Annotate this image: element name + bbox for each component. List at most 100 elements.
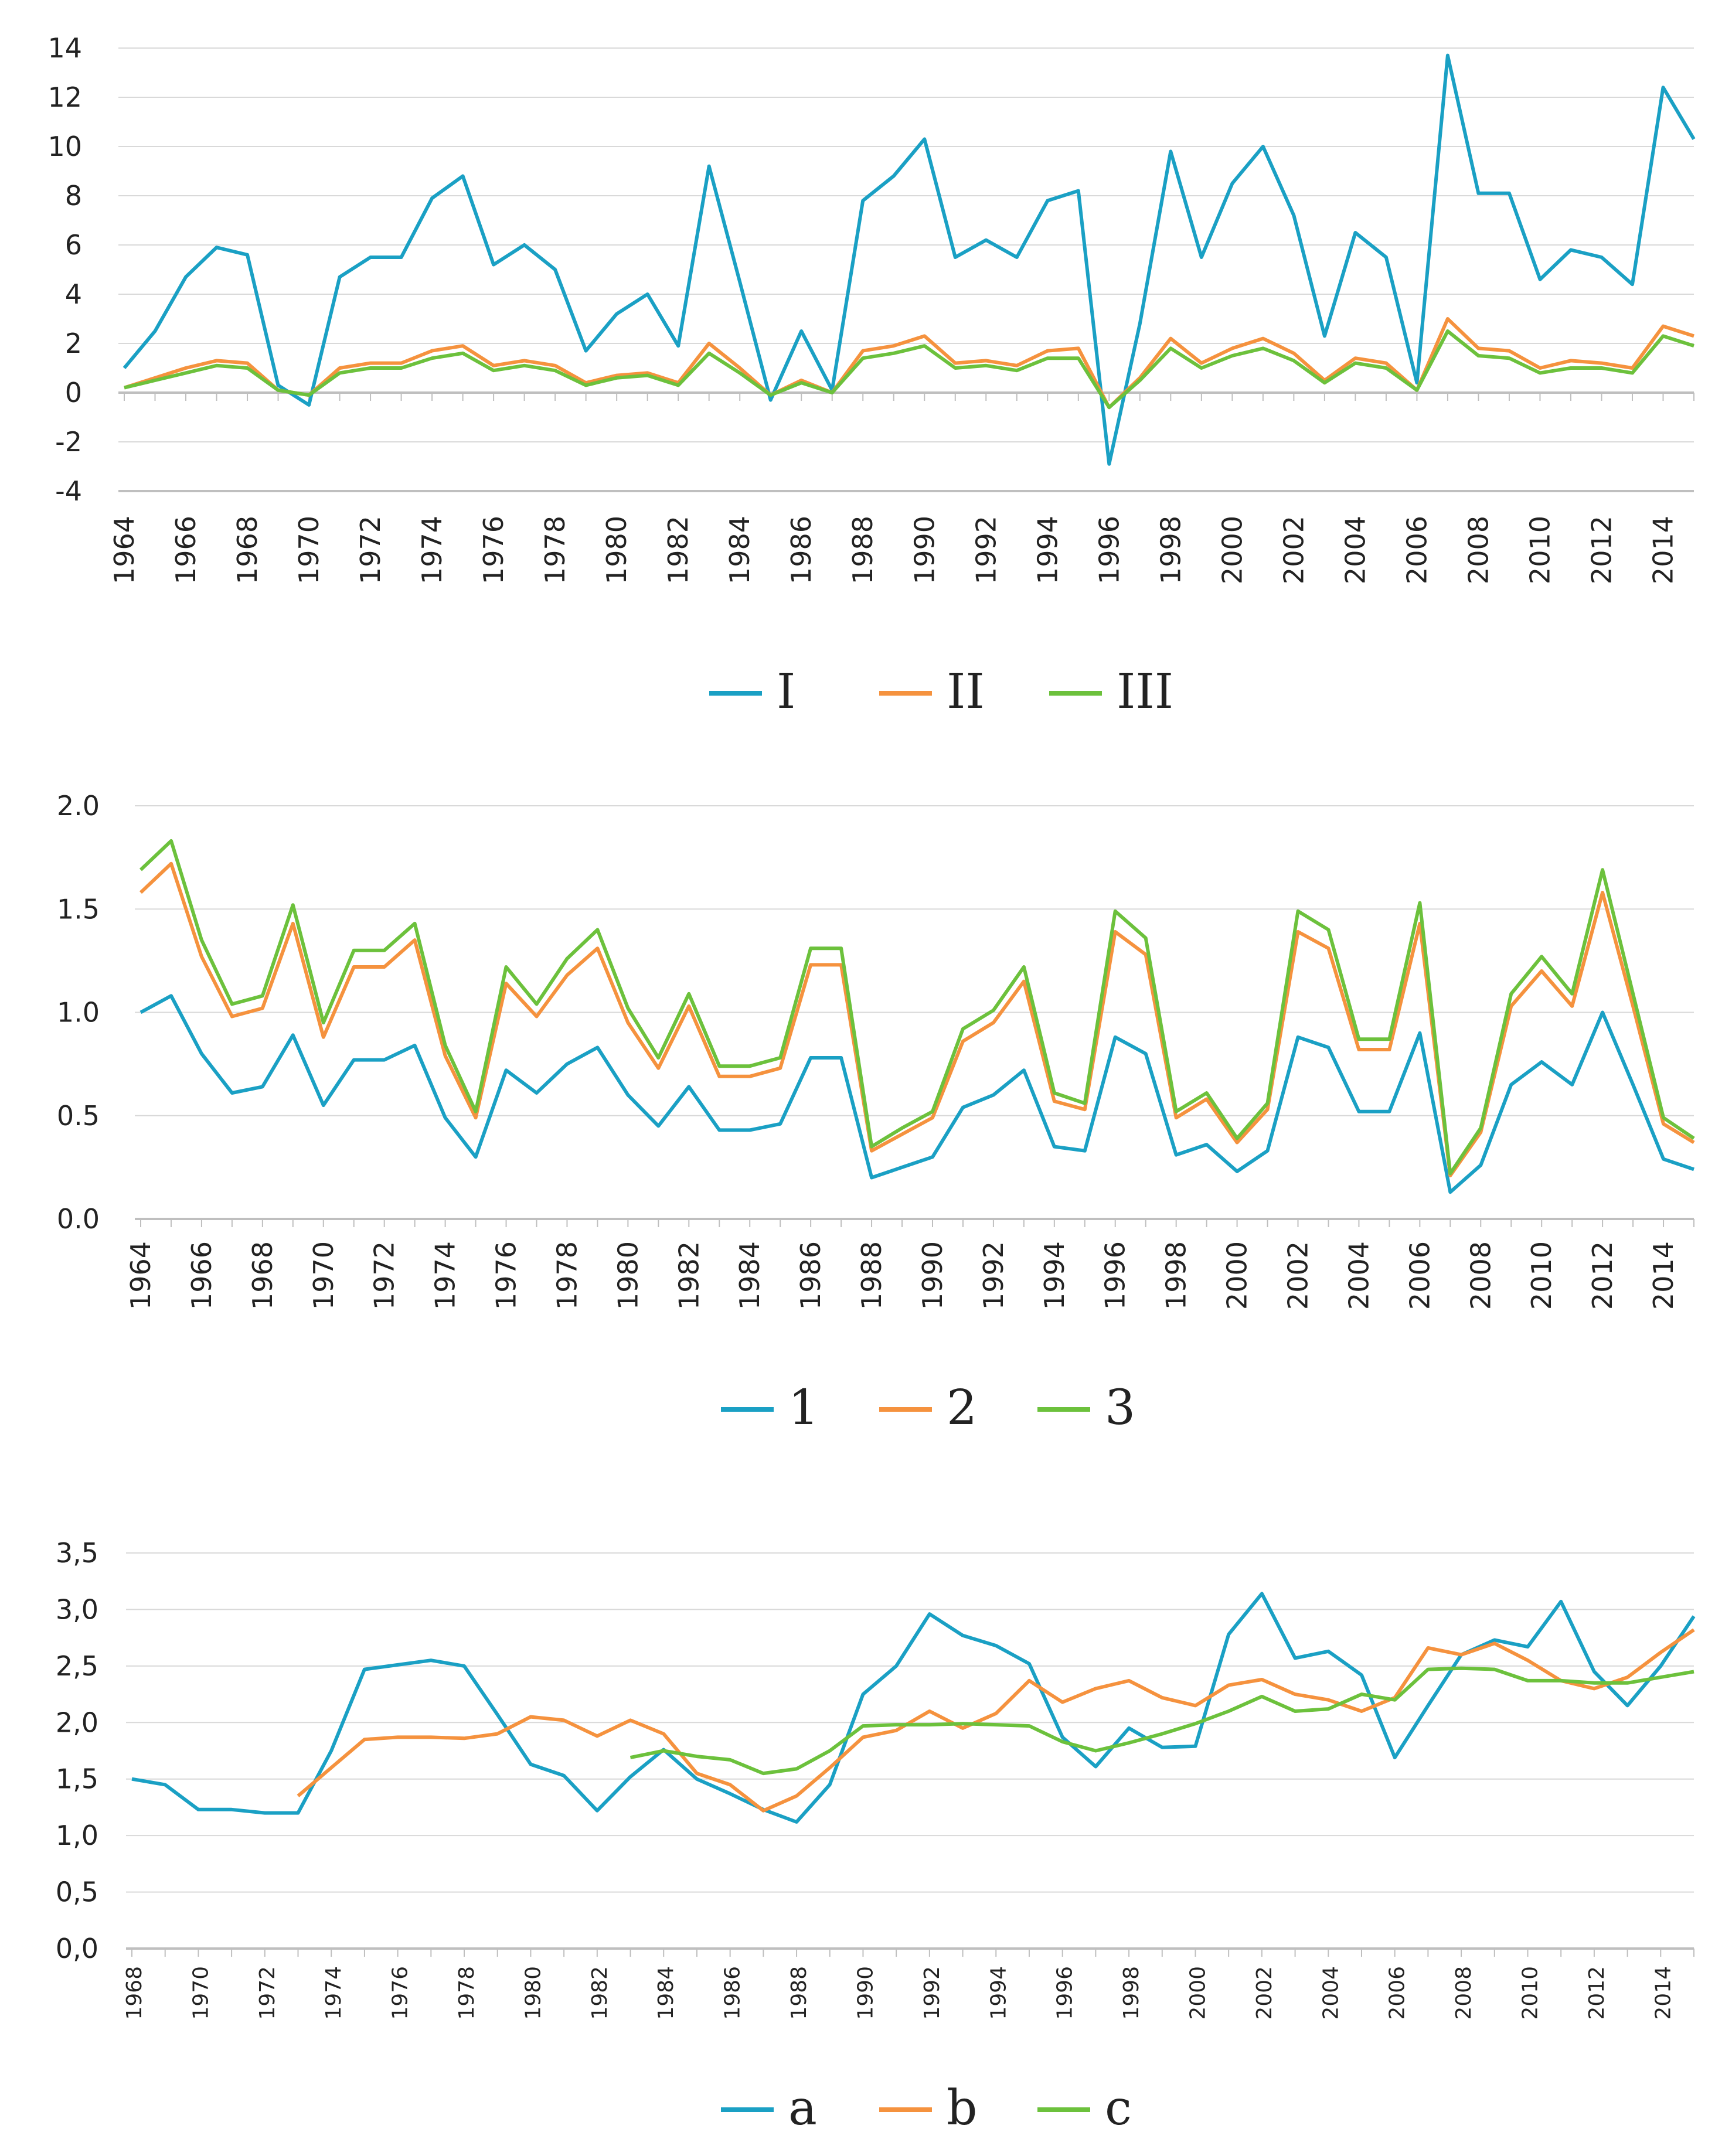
y-tick-label: 0,0	[56, 1933, 98, 1964]
x-tick-label: 2012	[1585, 516, 1617, 584]
x-tick-label: 1982	[588, 1966, 612, 2020]
x-tick-label: 1978	[455, 1966, 479, 2020]
y-tick-label: 2,5	[56, 1650, 98, 1682]
chart-panel-middle: 2.0 1.5 1.0 0.5 0.0 1964 1966 1968 1970 1972 1974 1…	[57, 790, 1695, 1436]
x-tick-label: 1964	[108, 516, 140, 584]
x-tick-label: 2010	[1524, 516, 1556, 584]
x-tick-label: 1986	[721, 1966, 745, 2020]
x-tick-label: 1988	[787, 1966, 811, 2020]
x-tick-label: 1988	[847, 516, 879, 584]
legend-label: III	[1117, 664, 1173, 720]
series-line-II	[124, 317, 1694, 410]
x-tick-label: 1994	[986, 1966, 1010, 2020]
legend-label: 1	[788, 1380, 819, 1436]
x-tick-label: 1992	[970, 516, 1002, 584]
x-tick-label: 1984	[724, 516, 756, 584]
y-tick-label: 0.0	[57, 1203, 100, 1235]
x-tick-label: 1992	[978, 1241, 1009, 1310]
chart-panel-top: 14 12 10 8 6 4 2 0 -2 -4 1964 1966 1968 1970 1972 1974 1…	[47, 32, 1696, 720]
x-tick-label: 1980	[612, 1241, 644, 1310]
y-tick-label: 2,0	[56, 1707, 98, 1738]
x-tick-label: 1994	[1032, 516, 1063, 584]
x-tick-label: 1986	[795, 1241, 826, 1310]
x-tick-label: 1984	[734, 1241, 765, 1310]
y-tick-label: 12	[47, 81, 82, 113]
x-tick-label: 1990	[853, 1966, 877, 2020]
x-tick-label: 1976	[478, 516, 509, 584]
x-tick-label: 2006	[1404, 1241, 1435, 1310]
series-line-c	[629, 1666, 1694, 1776]
series-line-I	[123, 53, 1696, 466]
x-tick-label: 1982	[662, 516, 694, 584]
x-tick-label: 2008	[1462, 516, 1494, 584]
x-tick-label: 2006	[1386, 1966, 1410, 2020]
legend-label: 2	[947, 1380, 977, 1436]
x-tick-label: 2014	[1647, 516, 1679, 584]
x-tick-label: 1972	[256, 1966, 280, 2020]
x-tick-label: 1968	[123, 1966, 147, 2020]
y-tick-label: -4	[55, 475, 82, 507]
y-tick-label: 0,5	[56, 1876, 98, 1908]
x-tick-label: 2012	[1587, 1241, 1618, 1310]
x-tick-label: 1966	[186, 1241, 217, 1310]
legend-label: II	[947, 664, 985, 720]
x-tick-label: 2008	[1452, 1966, 1476, 2020]
x-tick-label: 1970	[189, 1966, 213, 2020]
x-tick-label: 1994	[1039, 1241, 1070, 1310]
series-line-b	[297, 1628, 1695, 1813]
y-tick-label: 6	[65, 229, 82, 261]
x-tick-label: 1996	[1093, 516, 1125, 584]
x-tick-label: 1966	[170, 516, 202, 584]
x-tick-label: 2006	[1401, 516, 1432, 584]
x-tick-label: 1990	[917, 1241, 948, 1310]
y-tick-label: 2.0	[57, 790, 100, 822]
x-tick-label: 1970	[293, 516, 325, 584]
x-tick-label: 1970	[308, 1241, 339, 1310]
x-tick-label: 2002	[1282, 1241, 1314, 1310]
x-tick-label: 1978	[551, 1241, 583, 1310]
y-tick-label: 4	[65, 278, 82, 310]
x-tick-label: 1974	[416, 516, 448, 584]
x-tick-label: 2000	[1221, 1241, 1253, 1310]
x-tick-label: 1986	[785, 516, 817, 584]
x-tick-label: 1982	[673, 1241, 705, 1310]
series-line-III	[124, 329, 1694, 410]
x-tick-label: 2002	[1253, 1966, 1277, 2020]
x-tick-label: 1998	[1155, 516, 1186, 584]
x-tick-label: 1972	[369, 1241, 400, 1310]
y-tick-label: 3,5	[56, 1537, 98, 1569]
y-tick-label: 14	[47, 32, 82, 64]
x-tick-label: 1992	[920, 1966, 944, 2020]
x-tick-label: 1998	[1119, 1966, 1144, 2020]
x-tick-label: 2002	[1278, 516, 1309, 584]
x-tick-label: 1978	[539, 516, 571, 584]
legend-label: b	[947, 2080, 978, 2136]
x-tick-label: 1988	[856, 1241, 887, 1310]
x-tick-label: 1996	[1053, 1966, 1077, 2020]
x-tick-label: 1972	[355, 516, 386, 584]
series-line-3	[139, 839, 1695, 1176]
x-tick-label: 2010	[1518, 1966, 1542, 2020]
y-tick-label: 2	[65, 328, 82, 359]
x-tick-label: 1980	[521, 1966, 545, 2020]
x-tick-label: 2000	[1216, 516, 1248, 584]
x-tick-label: 2000	[1186, 1966, 1210, 2020]
x-tick-label: 1998	[1161, 1241, 1192, 1310]
x-tick-label: 1976	[491, 1241, 522, 1310]
x-tick-label: 2008	[1465, 1241, 1496, 1310]
x-tick-label: 1968	[247, 1241, 278, 1310]
x-tick-label: 1964	[125, 1241, 156, 1310]
x-tick-label: 1990	[908, 516, 940, 584]
x-tick-label: 2004	[1343, 1241, 1374, 1310]
y-tick-label: 1,0	[56, 1820, 98, 1851]
chart-panel-bottom: 3,5 3,0 2,5 2,0 1,5 1,0 0,5 0,0 1968 1970 1972 1974…	[56, 1537, 1696, 2136]
x-tick-label: 1980	[601, 516, 632, 584]
y-tick-label: 1.0	[57, 997, 100, 1028]
x-tick-label: 2004	[1319, 1966, 1343, 2020]
series-line-a	[131, 1592, 1696, 1824]
legend-label: c	[1105, 2080, 1132, 2136]
x-tick-label: 2014	[1648, 1241, 1679, 1310]
y-tick-label: -2	[55, 426, 82, 458]
legend-label: I	[777, 664, 795, 720]
